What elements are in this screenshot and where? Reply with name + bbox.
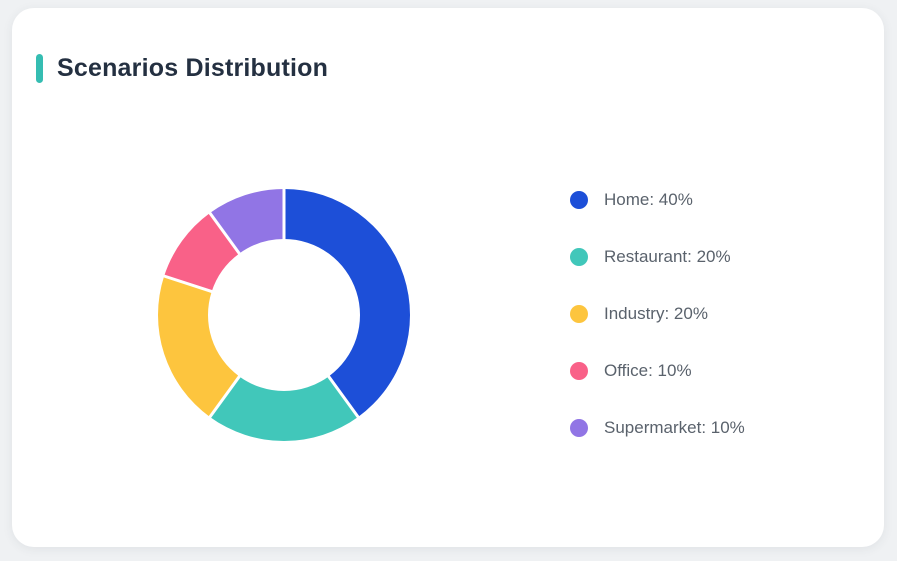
donut-chart (158, 188, 411, 442)
legend-marker-restaurant (570, 248, 588, 266)
legend-item-industry[interactable]: Industry: 20% (570, 302, 745, 326)
chart-legend: Home: 40% Restaurant: 20% Industry: 20% Off… (570, 188, 745, 440)
legend-marker-home (570, 191, 588, 209)
legend-item-restaurant[interactable]: Restaurant: 20% (570, 245, 745, 269)
legend-marker-industry (570, 305, 588, 323)
legend-label-supermarket: Supermarket: 10% (604, 418, 745, 437)
title-accent-bar (36, 54, 43, 83)
segment-gap (325, 373, 360, 419)
legend-item-office[interactable]: Office: 10% (570, 359, 745, 383)
segment-gap (162, 274, 216, 294)
card-header: Scenarios Distribution (36, 54, 328, 83)
segment-gap (208, 211, 243, 257)
legend-marker-office (570, 362, 588, 380)
donut-segment-industry[interactable] (158, 276, 240, 417)
scenarios-distribution-card: Scenarios Distribution Home: 40% Restaura… (12, 8, 884, 547)
donut-segment-home[interactable] (284, 189, 411, 417)
legend-item-supermarket[interactable]: Supermarket: 10% (570, 416, 745, 440)
card-title: Scenarios Distribution (57, 53, 329, 82)
legend-label-office: Office: 10% (604, 361, 692, 380)
segment-gap (208, 373, 243, 419)
legend-label-home: Home: 40% (604, 190, 693, 209)
legend-marker-supermarket (570, 419, 588, 437)
legend-label-restaurant: Restaurant: 20% (604, 247, 731, 266)
legend-item-home[interactable]: Home: 40% (570, 188, 745, 212)
donut-segment-restaurant[interactable] (209, 376, 359, 442)
legend-label-industry: Industry: 20% (604, 304, 708, 323)
donut-segment-office[interactable] (164, 213, 240, 292)
